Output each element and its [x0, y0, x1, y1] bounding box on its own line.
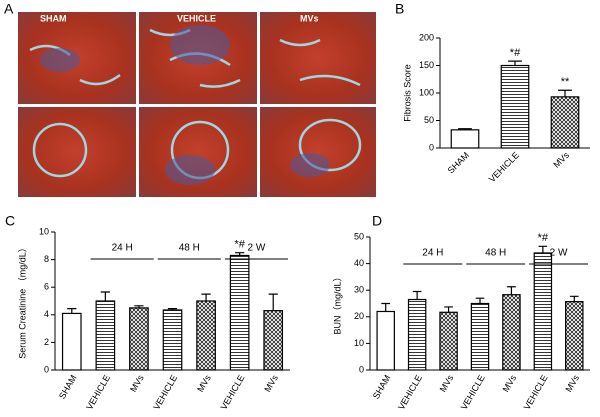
bar	[129, 307, 149, 371]
bar	[470, 302, 490, 371]
annotation: *#	[538, 232, 549, 244]
error-bar	[458, 128, 472, 130]
bar	[533, 252, 553, 371]
y-tick-label: 10	[39, 226, 49, 236]
error-bar	[508, 60, 522, 66]
micrographs: A SHAM VEHICLE MVs	[4, 1, 376, 197]
x-tick-label: MVs	[262, 373, 280, 394]
annotation: *#	[234, 239, 245, 251]
error-bar	[381, 302, 391, 312]
y-tick-label: 8	[44, 254, 49, 264]
micrograph	[18, 107, 136, 197]
column-label: SHAM	[40, 13, 67, 23]
y-tick-label: 100	[419, 87, 434, 97]
x-tick-label: VEHICLE	[219, 373, 247, 411]
y-tick-label: 50	[424, 115, 434, 125]
bar	[95, 300, 116, 371]
y-tick-label: 40	[354, 258, 364, 268]
y-tick-label: 200	[419, 32, 434, 42]
y-tick-label: 20	[354, 311, 364, 321]
error-bar	[268, 293, 278, 311]
x-tick-label: VEHICLE	[151, 373, 179, 411]
y-tick-label: 0	[429, 142, 434, 152]
micrograph	[260, 12, 376, 104]
bar	[263, 310, 284, 371]
error-bar	[167, 307, 178, 310]
group-label: 48 H	[179, 243, 200, 254]
group-label: 24 H	[112, 243, 133, 254]
bar	[502, 294, 521, 371]
y-tick-label: 150	[419, 60, 434, 70]
y-axis-label: BUN（mg/dL）	[332, 272, 342, 334]
x-tick-label: MVs	[501, 373, 519, 394]
x-tick-label: MVs	[195, 373, 213, 394]
error-bar	[444, 306, 453, 313]
bar	[500, 64, 530, 149]
error-bar	[507, 286, 516, 295]
error-bar	[412, 290, 422, 300]
y-tick-label: 4	[44, 309, 49, 319]
y-tick-label: 2	[44, 337, 49, 347]
x-tick-label: VEHICLE	[522, 373, 550, 411]
bar	[376, 310, 395, 371]
error-bar	[235, 252, 245, 256]
x-tick-label: MVs	[128, 373, 146, 394]
column-label: VEHICLE	[177, 13, 216, 23]
bar	[196, 300, 216, 371]
error-bar	[100, 291, 110, 301]
y-tick-label: 0	[359, 364, 364, 374]
panel-label: C	[5, 213, 15, 229]
x-tick-label: SHAM	[446, 150, 471, 175]
group-label: 24 H	[422, 248, 443, 259]
x-tick-label: VEHICLE	[459, 373, 487, 411]
bar	[407, 298, 427, 371]
y-axis-label: Fibrosis Score	[402, 64, 412, 122]
y-axis-label: Serum Creatinine （mg/dL）	[17, 243, 27, 359]
y-tick-label: 50	[354, 231, 364, 241]
error-bar	[558, 89, 572, 97]
annotation: *#	[510, 47, 521, 59]
error-bar	[569, 295, 579, 302]
x-tick-label: MVs	[551, 150, 571, 170]
x-tick-label: MVs	[438, 373, 456, 394]
tissue-detail	[40, 25, 330, 185]
error-bar	[201, 293, 211, 301]
group-label: 2 W	[550, 248, 568, 259]
bar	[229, 254, 250, 371]
y-tick-label: 30	[354, 285, 364, 295]
bar	[550, 96, 580, 149]
x-tick-label: SHAM	[371, 373, 393, 401]
bar	[565, 301, 584, 371]
annotation: **	[561, 76, 570, 88]
error-bar	[475, 297, 485, 304]
bar	[439, 311, 458, 371]
panel-label: D	[372, 213, 382, 229]
column-label: MVs	[300, 13, 319, 23]
error-bar	[134, 305, 144, 308]
x-tick-label: VEHICLE	[396, 373, 424, 411]
x-tick-label: VEHICLE	[487, 150, 521, 184]
x-tick-label: VEHICLE	[84, 373, 112, 411]
error-bar	[538, 245, 548, 253]
panel-label: B	[395, 1, 404, 17]
y-tick-label: 10	[354, 338, 364, 348]
error-bar	[67, 307, 77, 314]
x-tick-label: SHAM	[57, 373, 79, 401]
group-label: 2 W	[248, 243, 266, 254]
y-tick-label: 6	[44, 282, 49, 292]
panel-label: A	[4, 1, 14, 17]
y-tick-label: 0	[44, 364, 49, 374]
x-tick-label: MVs	[563, 373, 581, 394]
bar	[450, 129, 480, 149]
group-label: 48 H	[485, 248, 506, 259]
bar	[61, 312, 82, 371]
bar	[162, 309, 183, 371]
